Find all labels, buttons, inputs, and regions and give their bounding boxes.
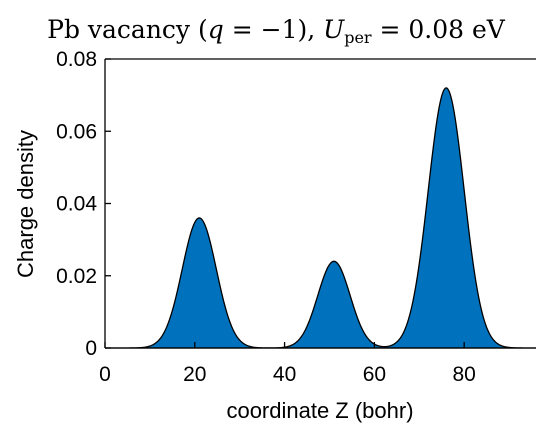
title-q: q [208,15,224,44]
title-prefix: Pb vacancy ( [47,15,208,44]
y-axis-label: Charge density [13,130,38,278]
x-axis-label: coordinate Z (bohr) [226,398,413,423]
title-u-value: = 0.08 eV [372,15,506,44]
x-tick-label: 80 [452,363,475,386]
density-area [105,88,536,348]
y-ticks: 0 0.02 0.04 0.06 0.08 [56,48,111,360]
y-tick-label: 0.06 [56,120,97,143]
x-tick-label: 60 [363,363,386,386]
title-u-sub: per [344,28,372,47]
title-q-value: = −1), [224,15,323,44]
x-tick-label: 40 [273,363,296,386]
y-tick-label: 0.08 [56,48,97,71]
chart-title: Pb vacancy (q = −1), Uper = 0.08 eV [47,15,506,47]
title-u: U [323,15,345,44]
x-tick-label: 0 [99,363,111,386]
y-tick-label: 0 [85,337,97,360]
x-tick-label: 20 [183,363,206,386]
y-tick-label: 0.04 [56,193,97,216]
y-tick-label: 0.02 [56,265,97,288]
